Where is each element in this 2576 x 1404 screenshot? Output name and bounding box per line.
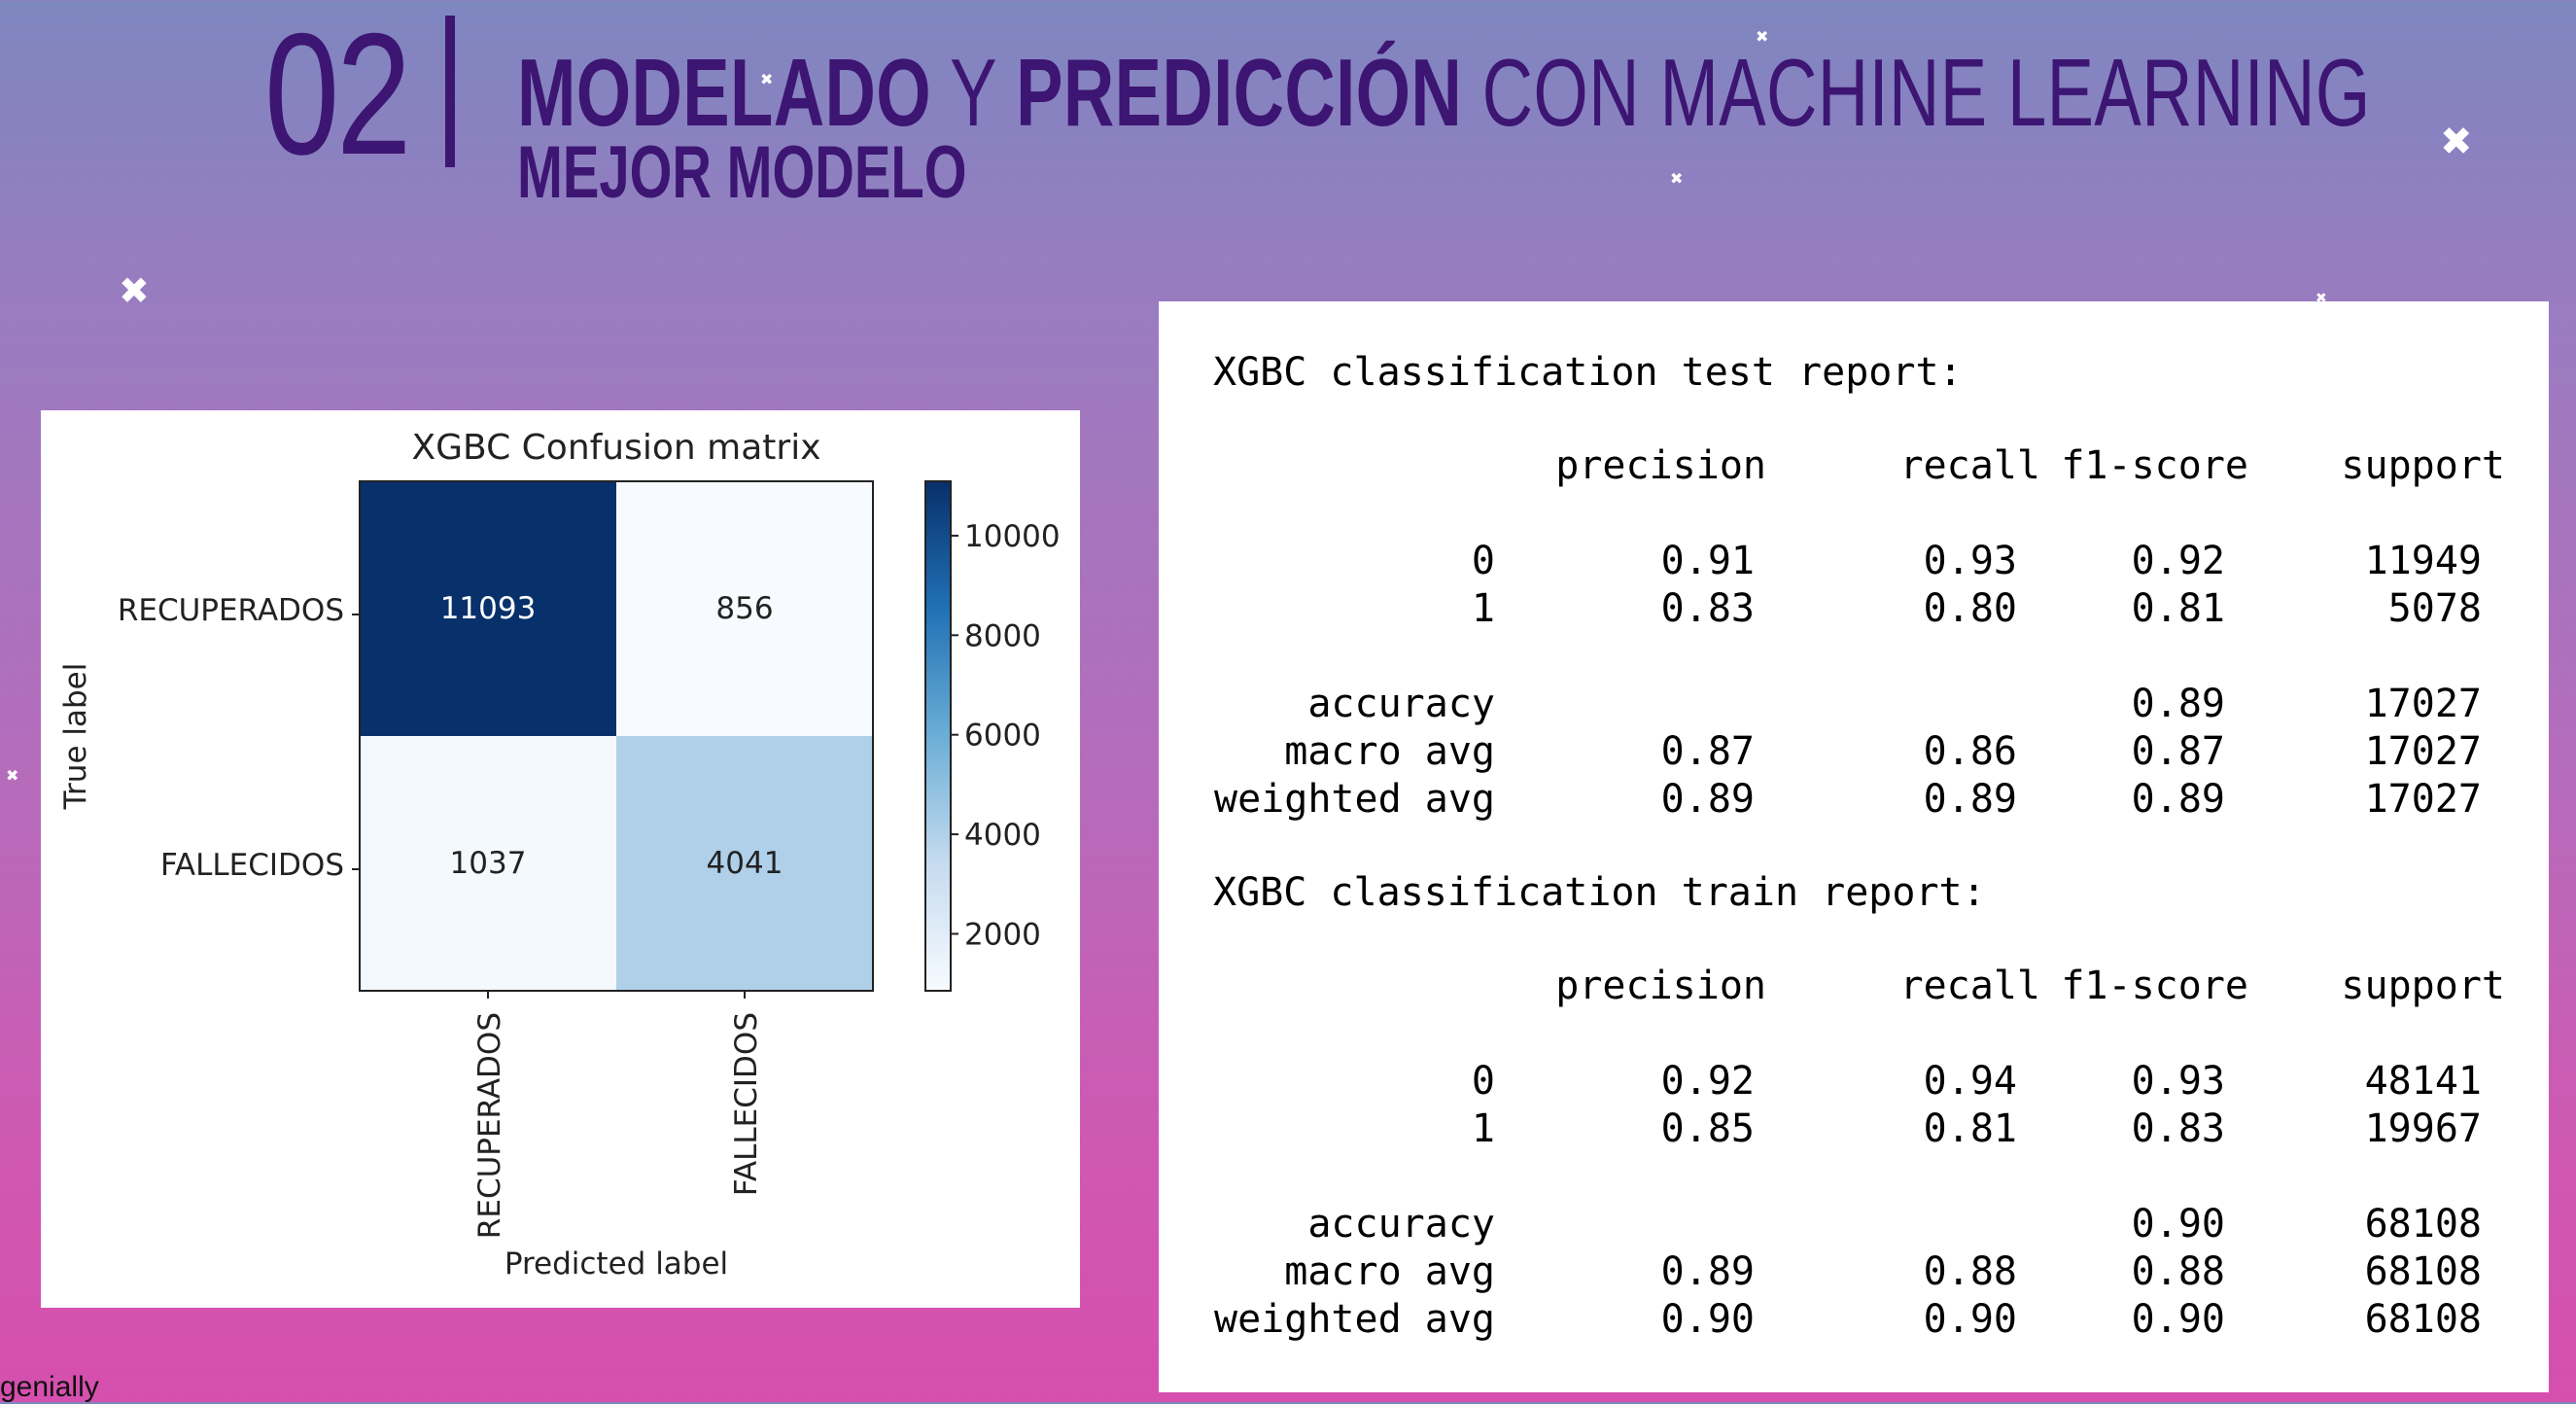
y-axis-label: True label — [58, 663, 93, 811]
cell-value-label: 856 — [715, 591, 773, 626]
colorbar — [924, 480, 952, 992]
heatmap-cell — [360, 736, 616, 991]
star-icon: ✖ — [6, 766, 19, 785]
page-subtitle: MEJOR MODELO — [517, 131, 967, 214]
cell-value-label: 4041 — [707, 846, 783, 881]
watermark-text: genially — [0, 1371, 99, 1403]
colorbar-tick-label: 8000 — [964, 618, 1041, 653]
report-heading: XGBC classification test report: — [1213, 350, 1963, 395]
cell-value-label: 1037 — [450, 846, 527, 881]
confusion-matrix-chart: XGBC Confusion matrix 11093 856 1037 4041 REC… — [58, 428, 1061, 1281]
star-icon: ✖ — [760, 70, 774, 88]
colorbar-tick-label: 6000 — [964, 719, 1041, 754]
chart-title: XGBC Confusion matrix — [411, 428, 820, 468]
star-icon: ✖ — [1756, 27, 1769, 46]
section-number: 02 — [264, 0, 411, 191]
heatmap-cell — [616, 481, 873, 736]
y-tick-label: RECUPERADOS — [118, 593, 344, 628]
plot-frame — [359, 480, 874, 992]
heatmap-cell — [616, 736, 873, 991]
cell-value-label: 11093 — [440, 591, 537, 626]
title-divider — [445, 16, 455, 167]
x-axis-label: Predicted label — [505, 1246, 728, 1281]
star-icon: ✖ — [119, 269, 150, 312]
classification-report-panel: XGBC classification test report: precisio… — [1159, 301, 2549, 1392]
report-heading: XGBC classification train report: — [1213, 870, 1986, 915]
confusion-matrix-panel: XGBC Confusion matrix 11093 856 1037 4041 REC… — [41, 410, 1080, 1308]
colorbar-tick-label: 2000 — [964, 917, 1041, 952]
star-icon: ✖ — [1670, 169, 1684, 188]
page-title: MODELADO Y PREDICCIÓN CON MACHINE LEARNI… — [517, 39, 2371, 146]
star-icon: ✖ — [2315, 291, 2327, 306]
heatmap-cell — [360, 481, 616, 736]
x-tick-label: FALLECIDOS — [729, 1012, 764, 1196]
colorbar-tick-label: 10000 — [964, 519, 1061, 554]
star-icon: ✖ — [2440, 120, 2473, 164]
x-tick-label: RECUPERADOS — [472, 1012, 507, 1239]
y-tick-label: FALLECIDOS — [160, 848, 344, 883]
colorbar-tick-label: 4000 — [964, 818, 1041, 853]
